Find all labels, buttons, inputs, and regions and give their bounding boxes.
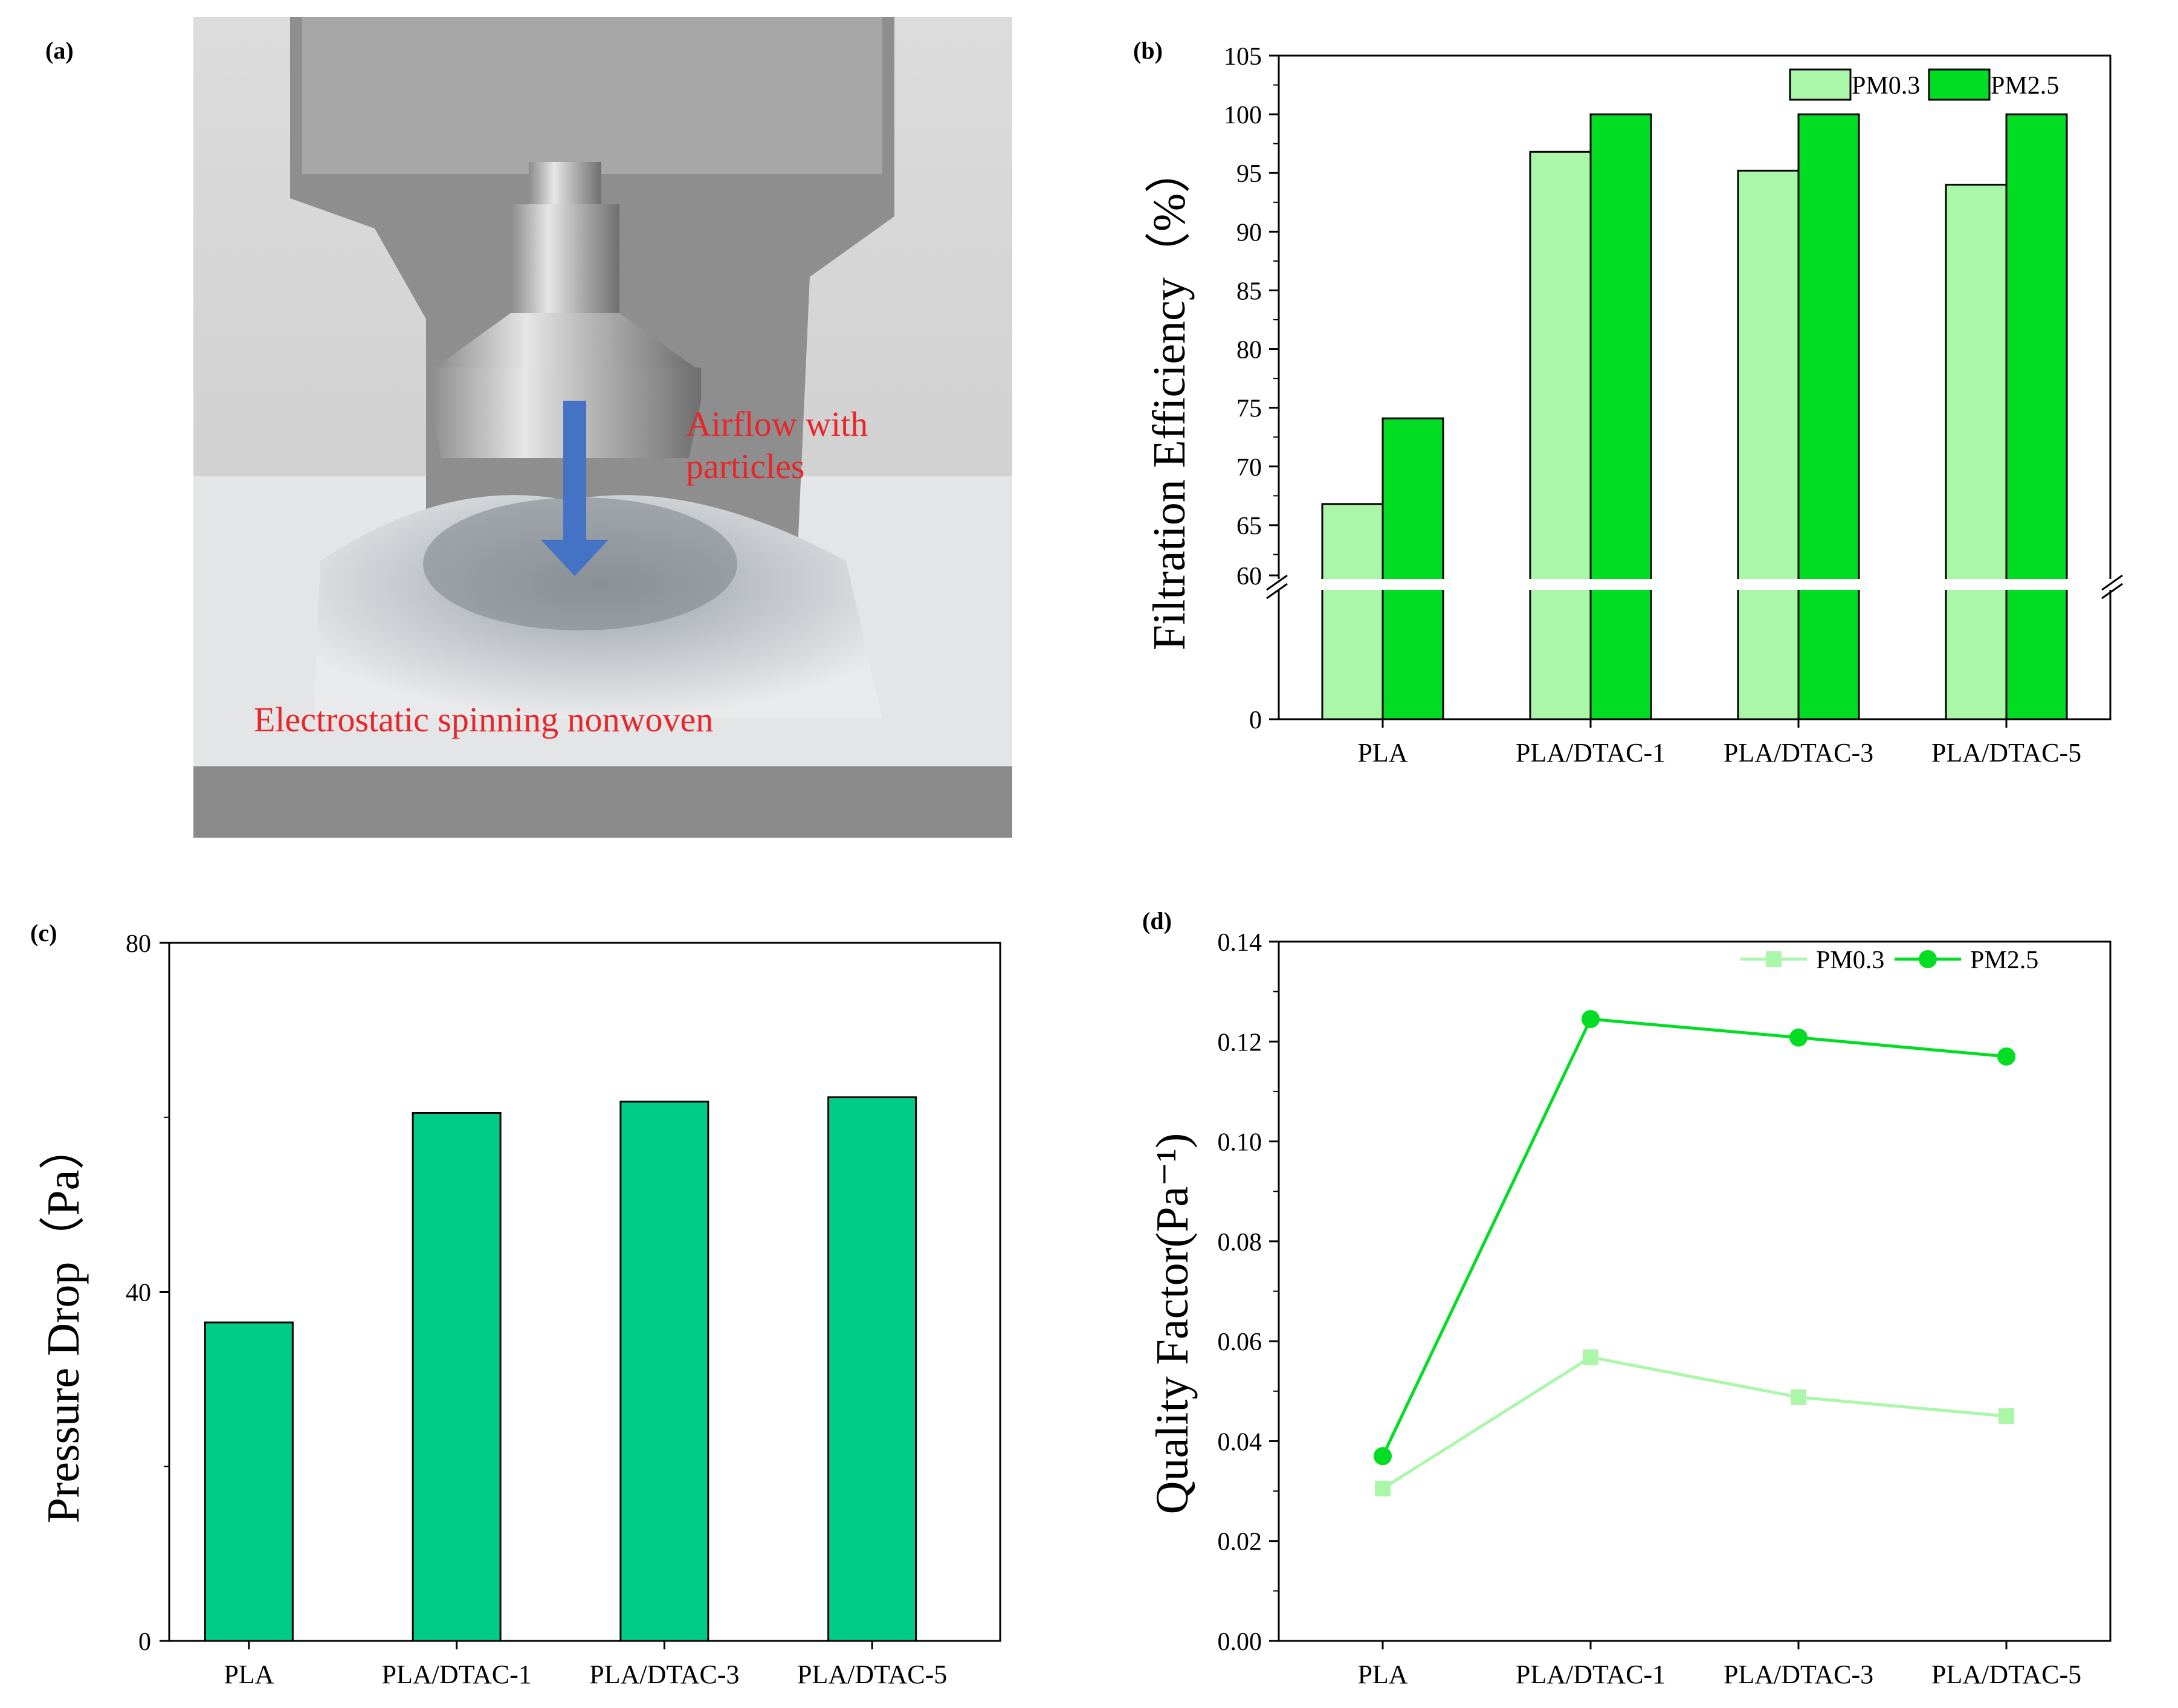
filtration-efficiency-chart: PLA PLA/DTAC-1 PLA/DTAC-3 PLA/DTAC-5 60 65 70 7… bbox=[1144, 43, 2123, 768]
x-tick-label: PLA/DTAC-3 bbox=[1724, 738, 1873, 768]
plot-frame bbox=[1278, 940, 2112, 1642]
spindle-top bbox=[529, 162, 601, 204]
y-tick-label: 75 bbox=[1236, 395, 1262, 423]
x-tick-label: PLA/DTAC-1 bbox=[381, 1660, 531, 1689]
bar-pm25-0 bbox=[1381, 417, 1444, 720]
y-axis-label: Filtration Efficiency（%） bbox=[1144, 147, 1195, 650]
x-tick-label: PLA/DTAC-5 bbox=[1931, 1660, 2081, 1689]
y-tick-label: 40 bbox=[126, 1279, 151, 1307]
bar-0 bbox=[204, 1321, 294, 1642]
bar-1 bbox=[412, 1112, 502, 1642]
airflow-arrow-head bbox=[541, 540, 609, 576]
y-tick-label: 90 bbox=[1236, 219, 1262, 247]
bar-2 bbox=[619, 1101, 709, 1642]
axis-break-band bbox=[1278, 579, 2112, 590]
y-tick-label: 105 bbox=[1224, 43, 1262, 71]
bar-pm25-1 bbox=[1589, 113, 1652, 720]
legend-marker-0 bbox=[1766, 951, 1782, 967]
x-tick-label: PLA/DTAC-5 bbox=[1931, 738, 2081, 768]
panel-label-d: (d) bbox=[1142, 907, 1172, 934]
series-line-pm25 bbox=[1381, 1017, 2007, 1457]
bar-pm03-2 bbox=[1737, 169, 1800, 720]
axis-break-mark-left bbox=[1266, 574, 1288, 591]
panel-label-c: (c) bbox=[30, 919, 57, 946]
y-tick-label: 0 bbox=[1249, 707, 1262, 734]
x-tick-label: PLA/DTAC-1 bbox=[1516, 1660, 1666, 1689]
x-tick-label: PLA bbox=[1357, 1660, 1407, 1689]
quality-factor-chart: PLA PLA/DTAC-1 PLA/DTAC-3 PLA/DTAC-5 0.00 0.0… bbox=[1147, 929, 2112, 1689]
y-tick-label: 95 bbox=[1236, 160, 1262, 188]
x-tick-label: PLA bbox=[1357, 738, 1407, 768]
bar-pm03-1 bbox=[1529, 150, 1592, 720]
legend-swatch-1 bbox=[1928, 68, 1991, 101]
legend-label-0: PM0.3 bbox=[1816, 946, 1884, 974]
y-tick-label: 85 bbox=[1236, 277, 1262, 305]
x-tick-label: PLA/DTAC-3 bbox=[1724, 1660, 1873, 1689]
x-tick-label: PLA/DTAC-3 bbox=[589, 1660, 739, 1689]
x-tick-label: PLA bbox=[224, 1660, 274, 1689]
airflow-label-line2: particles bbox=[686, 447, 804, 486]
point-pm03-3 bbox=[1999, 1408, 2014, 1425]
x-tick-label: PLA/DTAC-5 bbox=[797, 1660, 947, 1689]
y-tick-label: 0.02 bbox=[1218, 1528, 1262, 1556]
y-tick-label: 0.00 bbox=[1218, 1628, 1262, 1656]
series-line-pm03 bbox=[1381, 1355, 2007, 1490]
y-axis-label: Quality Factor(Pa⁻¹) bbox=[1147, 1133, 1198, 1515]
point-pm25-3 bbox=[1997, 1047, 2015, 1066]
y-tick-label: 80 bbox=[126, 930, 151, 958]
legend-label-0: PM0.3 bbox=[1852, 72, 1920, 100]
bar-pm03-3 bbox=[1945, 184, 2008, 720]
point-pm03-2 bbox=[1791, 1389, 1806, 1405]
y-tick-label: 65 bbox=[1236, 513, 1262, 540]
spindle-body bbox=[511, 204, 619, 313]
airflow-arrow-shaft bbox=[563, 401, 586, 540]
y-tick-label: 0.08 bbox=[1218, 1229, 1262, 1257]
y-axis-label: Pressure Drop（Pa） bbox=[38, 1124, 89, 1524]
bar-pm25-3 bbox=[2005, 113, 2068, 720]
y-tick-label: 100 bbox=[1224, 102, 1262, 129]
y-tick-label: 0.06 bbox=[1218, 1328, 1262, 1356]
axis-break-mark-left bbox=[1266, 583, 1288, 600]
panel-label-b: (b) bbox=[1133, 37, 1163, 64]
bar-pm25-2 bbox=[1797, 113, 1860, 720]
point-pm25-1 bbox=[1582, 1010, 1600, 1029]
bar-3 bbox=[827, 1096, 917, 1642]
y-tick-label: 0.14 bbox=[1218, 929, 1262, 957]
legend-swatch-0 bbox=[1789, 68, 1852, 101]
axis-break-mark-right bbox=[2101, 574, 2123, 591]
plot-frame bbox=[1278, 54, 2112, 720]
nozzle-ring bbox=[429, 367, 701, 401]
airflow-label-line1: Airflow with bbox=[686, 404, 868, 444]
legend-label-1: PM2.5 bbox=[1991, 72, 2059, 100]
point-pm03-1 bbox=[1583, 1349, 1598, 1365]
nozzle-cone bbox=[435, 313, 695, 367]
point-pm03-0 bbox=[1375, 1480, 1391, 1496]
y-tick-label: 0 bbox=[138, 1628, 151, 1656]
table-edge bbox=[193, 766, 1012, 838]
filtration-tester-photo: Airflow with particles Electrostatic spi… bbox=[193, 17, 1012, 838]
y-tick-label: 0.10 bbox=[1218, 1129, 1262, 1157]
bar-pm03-0 bbox=[1321, 503, 1384, 720]
housing-shadow bbox=[302, 17, 882, 174]
y-tick-label: 80 bbox=[1236, 337, 1262, 364]
y-tick-label: 70 bbox=[1236, 454, 1262, 482]
point-pm25-2 bbox=[1789, 1028, 1808, 1047]
material-label: Electrostatic spinning nonwoven bbox=[254, 700, 713, 739]
legend-marker-1 bbox=[1919, 950, 1937, 968]
y-tick-label: 60 bbox=[1236, 563, 1262, 590]
pressure-drop-chart: PLA PLA/DTAC-1 PLA/DTAC-3 PLA/DTAC-5 0 40 80 P… bbox=[38, 930, 1001, 1689]
panel-label-a: (a) bbox=[45, 37, 74, 64]
axis-break-mark-right bbox=[2101, 583, 2123, 600]
legend-label-1: PM2.5 bbox=[1970, 946, 2038, 974]
y-tick-label: 0.04 bbox=[1218, 1428, 1262, 1456]
x-tick-label: PLA/DTAC-1 bbox=[1516, 738, 1666, 768]
point-pm25-0 bbox=[1374, 1447, 1392, 1466]
y-tick-label: 0.12 bbox=[1218, 1029, 1262, 1056]
